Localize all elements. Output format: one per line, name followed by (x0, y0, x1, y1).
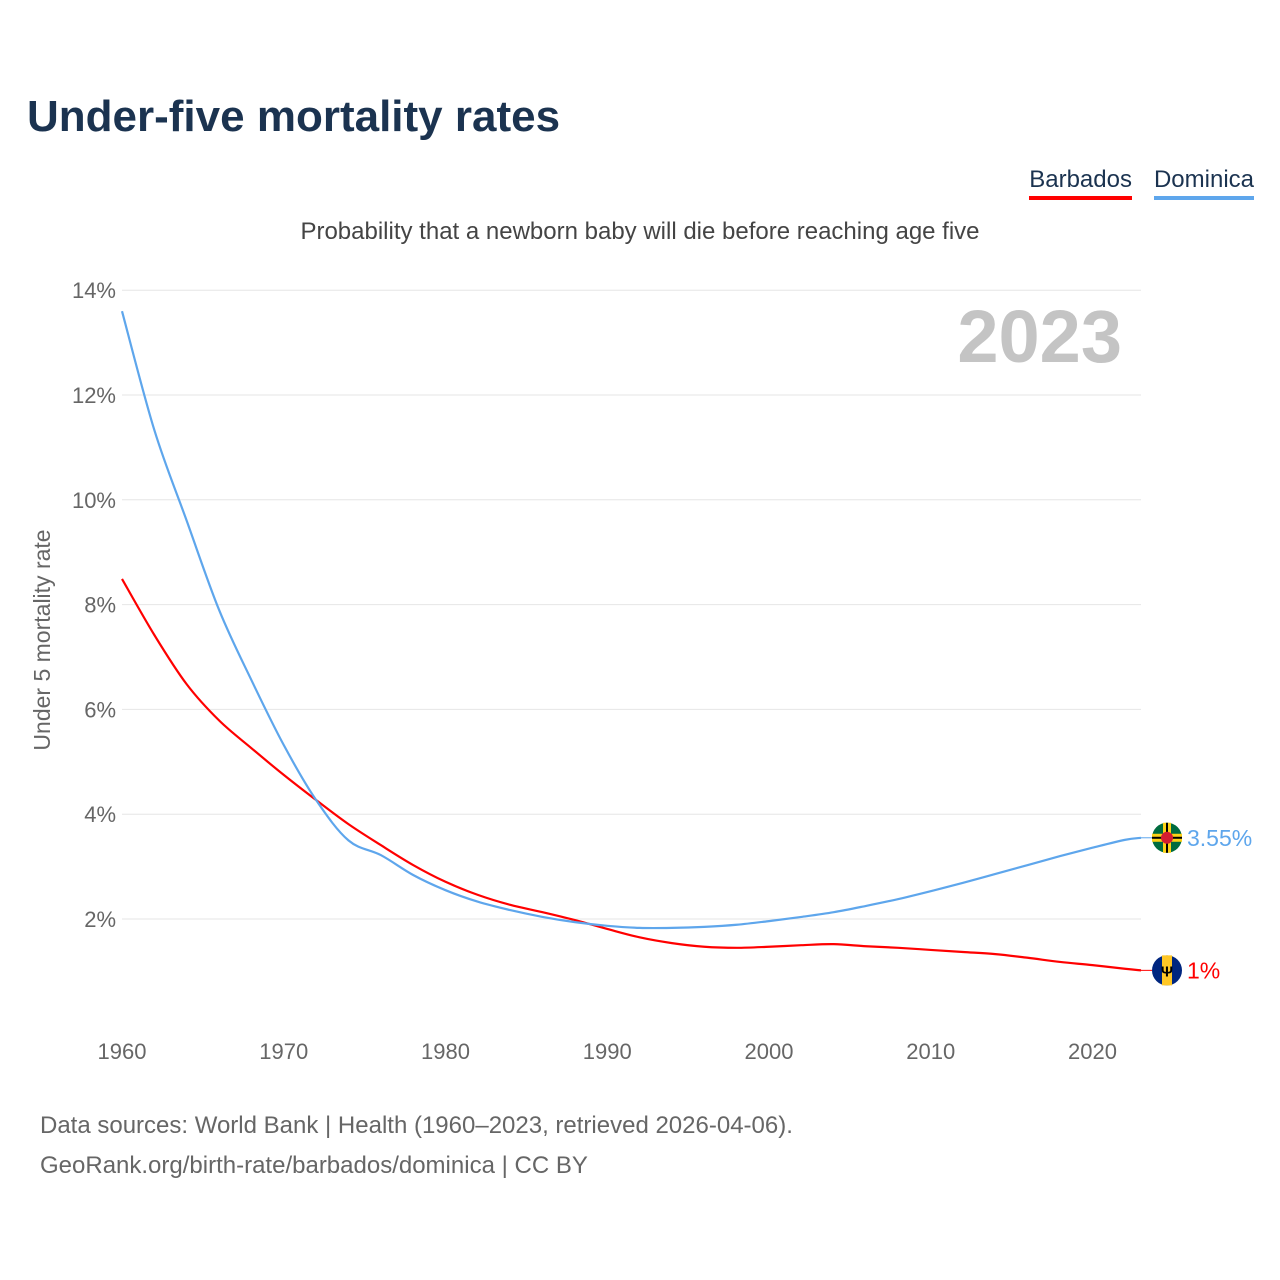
footer: Data sources: World Bank | Health (1960–… (40, 1106, 793, 1186)
footer-link[interactable]: GeoRank.org/birth-rate/barbados/dominica… (40, 1152, 588, 1179)
x-tick-label: 1970 (259, 1039, 308, 1064)
series-line-barbados (121, 578, 1142, 972)
y-tick-label: 6% (84, 697, 116, 722)
y-tick-label: 14% (72, 278, 116, 303)
chart-title: Under-five mortality rates (27, 92, 561, 141)
dominica-flag-icon (1152, 822, 1182, 853)
x-tick-label: 2000 (745, 1039, 794, 1064)
svg-text:Ψ: Ψ (1161, 963, 1173, 980)
x-tick-label: 1960 (98, 1039, 147, 1064)
y-tick-label: 8% (84, 593, 116, 618)
y-tick-label: 10% (72, 488, 116, 513)
barbados-flag-icon: Ψ (1152, 955, 1182, 986)
end-value-label-barbados: 1% (1187, 957, 1220, 983)
x-tick-label: 2010 (906, 1039, 955, 1064)
legend-item-barbados[interactable]: Barbados (1029, 166, 1132, 200)
x-tick-label: 2020 (1068, 1039, 1117, 1064)
x-tick-label: 1980 (421, 1039, 470, 1064)
end-value-label-dominica: 3.55% (1187, 825, 1252, 851)
chart-subtitle: Probability that a newborn baby will die… (300, 218, 980, 245)
series-line-dominica (120, 310, 1142, 930)
legend: Barbados Dominica (1029, 166, 1254, 200)
x-tick-label: 1990 (583, 1039, 632, 1064)
legend-item-dominica[interactable]: Dominica (1153, 166, 1254, 200)
year-label: 2023 (957, 295, 1122, 378)
y-tick-label: 12% (72, 383, 116, 408)
y-tick-label: 4% (84, 802, 116, 827)
y-tick-label: 2% (84, 907, 116, 932)
y-axis-label: Under 5 mortality rate (29, 529, 55, 750)
footer-sources: Data sources: World Bank | Health (1960–… (40, 1112, 793, 1139)
